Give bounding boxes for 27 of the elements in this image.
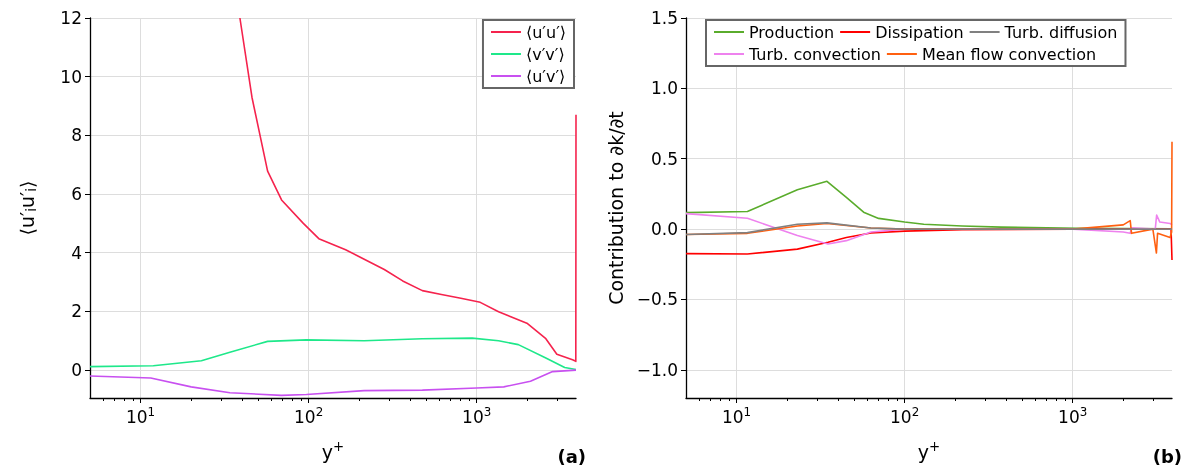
y-tick-label: 2: [71, 301, 82, 322]
text: (b): [1152, 445, 1183, 467]
legend-label: Turb. diffusion: [1003, 22, 1118, 42]
legend-label: ⟨u′u′⟩: [525, 22, 566, 42]
legend-label: Turb. convection: [748, 44, 881, 64]
y-tick-label: 1.5: [650, 8, 678, 28]
legend-label: ⟨v′v′⟩: [525, 44, 565, 64]
legend-label: Production: [749, 22, 835, 42]
y-tick-label: 0.0: [650, 219, 678, 240]
legend-label: ⟨u′v′⟩: [525, 66, 566, 86]
y-tick-label: 0: [71, 360, 82, 381]
legend-label: Mean flow convection: [921, 44, 1097, 64]
y-axis-title: ⟨u′iu′i⟩: [15, 180, 39, 236]
y-tick-label: 12: [60, 8, 82, 28]
x-axis-title: y+: [917, 439, 941, 464]
y-tick-label: 10: [60, 66, 82, 87]
text: (a): [557, 445, 587, 467]
y-tick-label: 4: [71, 242, 82, 263]
y-tick-label: 8: [71, 125, 82, 146]
legend-label: Dissipation: [875, 22, 964, 42]
y-tick-label: −1.0: [636, 359, 678, 380]
y-axis-title: Contribution to ∂k/∂t: [605, 111, 628, 305]
y-tick-label: 6: [71, 184, 82, 205]
y-tick-label: −0.5: [636, 289, 678, 310]
y-tick-label: 0.5: [650, 148, 678, 169]
x-axis-title: y+: [321, 439, 345, 464]
y-tick-label: 1.0: [650, 78, 678, 99]
